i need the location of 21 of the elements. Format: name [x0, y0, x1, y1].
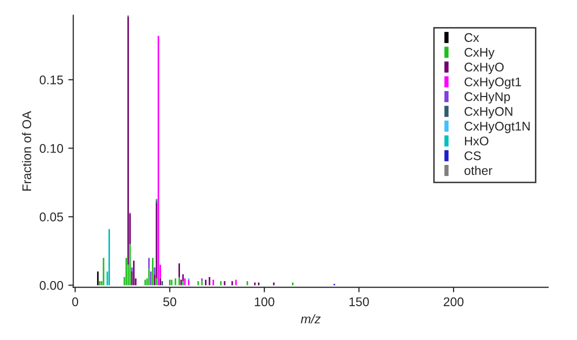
legend-label: CxHyOgt1N: [464, 122, 530, 134]
legend-label: CxHyOgt1: [464, 77, 522, 89]
x-tick-label: 150: [349, 297, 369, 306]
x-tick-label: 200: [444, 297, 464, 306]
y-tick-label: 0.15: [40, 76, 64, 84]
y-tick-label: 0.00: [40, 281, 64, 290]
legend-label: HxO: [464, 136, 488, 146]
legend-label: other: [464, 166, 492, 175]
y-axis-title: Fraction of OA: [22, 111, 32, 191]
x-axis-title: m/z: [300, 314, 321, 324]
legend-label: CxHyNp: [464, 92, 510, 104]
x-tick-label: 0: [72, 297, 78, 306]
legend-label: CS: [464, 151, 481, 160]
x-tick-label: 100: [254, 297, 274, 306]
legend-label: CxHyON: [464, 107, 512, 118]
y-tick-label: 0.10: [40, 144, 64, 153]
x-tick-label: 50: [163, 297, 176, 306]
legend-label: CxHy: [464, 48, 494, 60]
legend-label: CxHyO: [464, 62, 504, 74]
y-tick-label: 0.05: [40, 212, 64, 222]
legend-label: Cx: [464, 33, 480, 42]
